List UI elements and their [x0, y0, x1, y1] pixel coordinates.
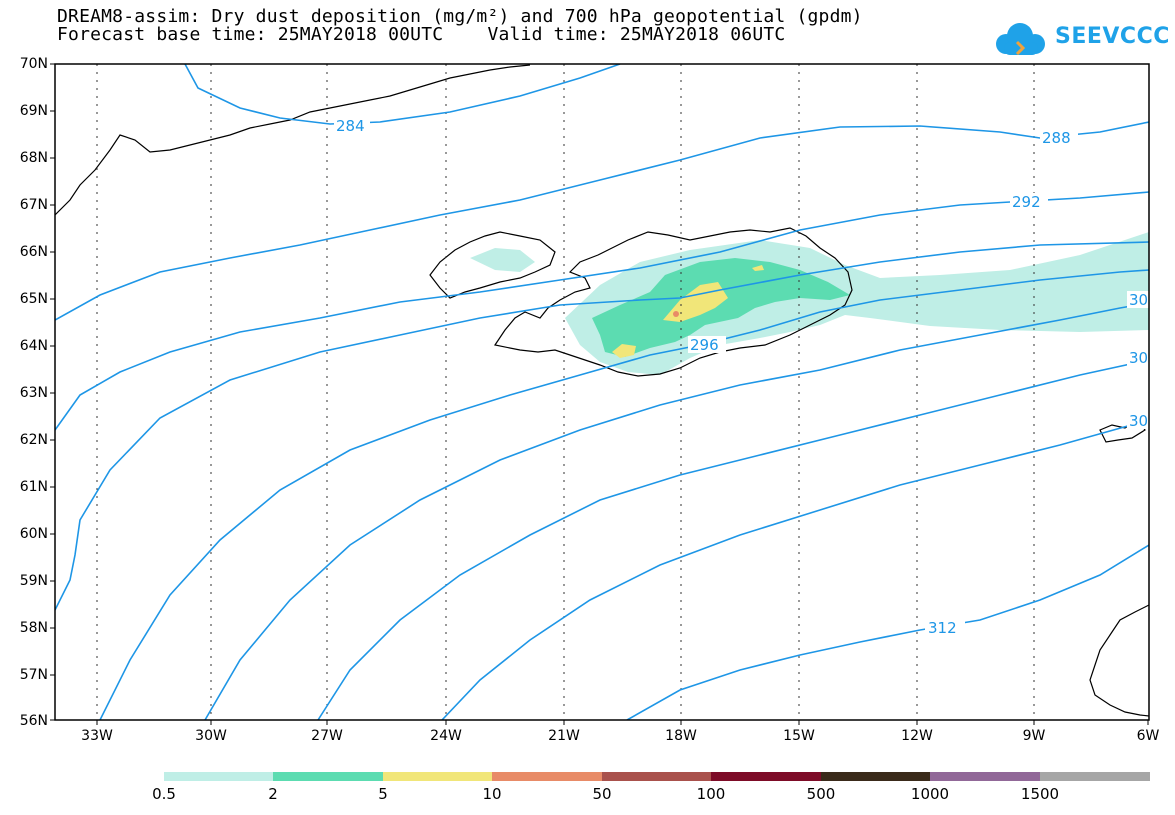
lon-label-30w: 30W	[195, 728, 227, 744]
colorbar	[164, 772, 1150, 781]
map-frame	[54, 63, 1150, 721]
scotland-coastline	[1089, 604, 1149, 717]
cloud-icon	[996, 23, 1045, 56]
lon-label-12w: 12W	[901, 728, 933, 744]
colorbar-swatch-1	[273, 772, 383, 781]
colorbar-label-4: 50	[592, 785, 612, 803]
dust-area-orange	[673, 311, 679, 317]
map-layers: 284 288 292 296 30 30 30 312	[55, 64, 1149, 720]
iceland-coastline	[494, 227, 853, 377]
colorbar-label-8: 1500	[1020, 785, 1060, 803]
colorbar-swatch-0	[164, 772, 273, 781]
lon-label-9w: 9W	[1022, 728, 1046, 744]
contour-label-312: 312	[928, 619, 957, 637]
contour-labels: 284 288 292 296 30 30 30 312	[334, 117, 1149, 637]
contour-label-300: 30	[1129, 291, 1148, 309]
dust-area-light-inner	[735, 312, 810, 335]
lat-label-70: 70N	[19, 56, 48, 72]
colorbar-swatch-4	[602, 772, 711, 781]
contour-label-292: 292	[1012, 193, 1041, 211]
contour-292	[55, 191, 1149, 431]
colorbar-swatch-6	[821, 772, 930, 781]
lat-label-57: 57N	[19, 667, 48, 683]
contour-308	[317, 359, 1149, 720]
geopotential-contours	[55, 64, 1149, 720]
graticule	[96, 64, 1035, 720]
colorbar-label-5: 100	[696, 785, 726, 803]
map-subtitle: Forecast base time: 25MAY2018 00UTC Vali…	[57, 24, 786, 45]
greenland-coastline	[55, 64, 531, 216]
colorbar-swatch-2	[383, 772, 492, 781]
colorbar-label-3: 10	[482, 785, 502, 803]
lon-label-15w: 15W	[783, 728, 815, 744]
colorbar-swatch-3	[492, 772, 602, 781]
map-title: DREAM8-assim: Dry dust deposition (mg/m²…	[57, 6, 863, 27]
contour-288	[55, 121, 1149, 321]
contour-312	[441, 419, 1149, 720]
lat-label-64: 64N	[19, 338, 48, 354]
contour-label-288: 288	[1042, 129, 1071, 147]
lat-label-67: 67N	[19, 197, 48, 213]
dust-area-yellow-south	[612, 344, 636, 358]
lon-label-21w: 21W	[548, 728, 580, 744]
coastlines	[55, 64, 1149, 717]
dust-area-medium	[592, 258, 850, 357]
lat-label-56: 56N	[19, 713, 48, 729]
lat-label-59: 59N	[19, 573, 48, 589]
lat-label-68: 68N	[19, 150, 48, 166]
colorbar-label-7: 1000	[910, 785, 950, 803]
colorbar-label-6: 500	[806, 785, 836, 803]
colorbar-label-1: 2	[268, 785, 278, 803]
colorbar-label-0: 0.5	[152, 785, 176, 803]
contour-300	[99, 269, 1149, 720]
lon-label-18w: 18W	[665, 728, 697, 744]
contour-296	[55, 241, 1149, 611]
lon-label-24w: 24W	[430, 728, 462, 744]
lon-label-6w: 6W	[1136, 728, 1160, 744]
lat-label-63: 63N	[19, 385, 48, 401]
colorbar-swatch-7	[930, 772, 1040, 781]
dust-area-yellow-north	[752, 265, 764, 271]
lat-label-65: 65N	[19, 291, 48, 307]
contour-316	[626, 544, 1149, 720]
colorbar-swatch-5	[711, 772, 821, 781]
colorbar-label-2: 5	[378, 785, 388, 803]
lat-label-60: 60N	[19, 526, 48, 542]
westfjords-coastline	[429, 231, 556, 299]
colorbar-swatch-8	[1040, 772, 1150, 781]
lat-label-69: 69N	[19, 103, 48, 119]
lat-label-58: 58N	[19, 620, 48, 636]
contour-label-284: 284	[336, 117, 365, 135]
contour-304	[204, 302, 1149, 720]
lat-label-61: 61N	[19, 479, 48, 495]
lat-label-62: 62N	[19, 432, 48, 448]
dust-area-light-west	[470, 248, 535, 272]
contour-label-308: 30	[1129, 412, 1148, 430]
logo-text: SEEVCCC	[1055, 24, 1170, 49]
contour-284	[184, 64, 621, 125]
contour-label-296: 296	[690, 336, 719, 354]
lat-label-66: 66N	[19, 244, 48, 260]
contour-label-304: 30	[1129, 349, 1148, 367]
axis-ticks	[50, 63, 1149, 725]
lon-label-33w: 33W	[81, 728, 113, 744]
faroe-islands-coastline	[1099, 419, 1146, 443]
lon-label-27w: 27W	[311, 728, 343, 744]
